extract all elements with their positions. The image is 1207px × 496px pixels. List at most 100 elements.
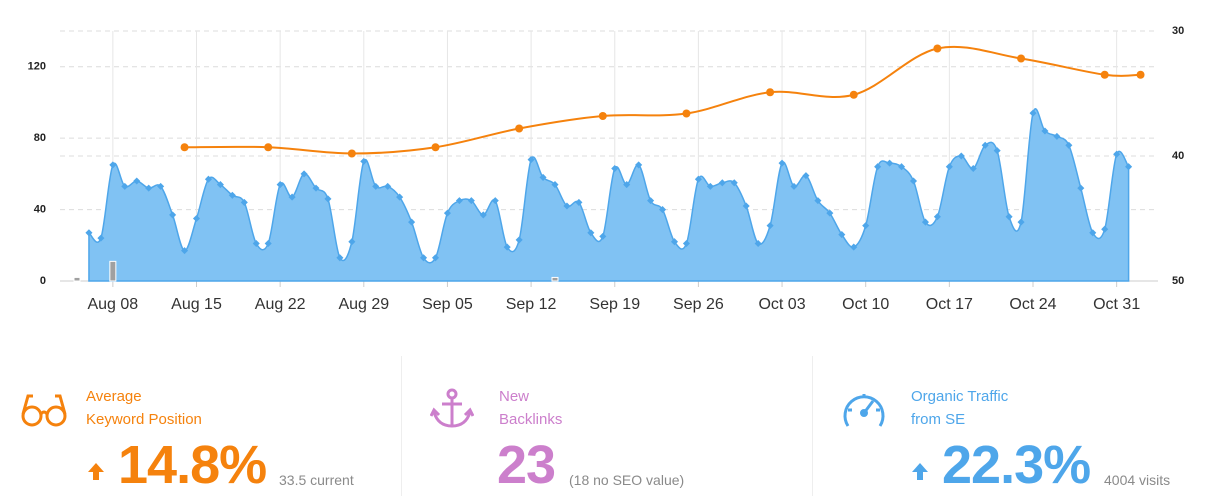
point bbox=[587, 229, 595, 237]
up-arrow bbox=[912, 463, 928, 480]
x-tick-label: Aug 29 bbox=[338, 296, 389, 313]
point bbox=[312, 184, 320, 192]
point bbox=[408, 218, 416, 226]
point bbox=[515, 124, 524, 133]
point bbox=[252, 239, 260, 248]
point bbox=[599, 232, 607, 240]
point bbox=[682, 239, 690, 248]
x-tick-label: Sep 05 bbox=[422, 296, 473, 313]
point bbox=[802, 172, 810, 180]
point bbox=[121, 182, 129, 190]
bar bbox=[109, 260, 117, 282]
point bbox=[933, 44, 942, 53]
point bbox=[647, 197, 655, 205]
point bbox=[1017, 218, 1025, 226]
point bbox=[192, 214, 201, 223]
point bbox=[467, 197, 475, 205]
point bbox=[898, 163, 906, 171]
anchor-icon bbox=[430, 388, 474, 428]
point bbox=[443, 209, 451, 217]
point bbox=[288, 193, 296, 201]
point bbox=[455, 197, 463, 205]
point bbox=[945, 163, 953, 171]
point bbox=[766, 222, 774, 230]
y2-tick-label: 40 bbox=[1172, 150, 1184, 162]
point bbox=[491, 197, 499, 205]
point bbox=[778, 159, 786, 167]
x-tick-label: Oct 24 bbox=[1009, 296, 1056, 313]
point bbox=[623, 181, 631, 189]
point bbox=[347, 149, 356, 158]
stat-value: 14.8% bbox=[118, 435, 267, 495]
point bbox=[180, 143, 189, 152]
separator bbox=[401, 356, 402, 496]
point bbox=[706, 182, 714, 190]
point bbox=[431, 143, 440, 152]
y2-tick-label: 50 bbox=[1172, 275, 1184, 287]
stat-value: 23 bbox=[497, 435, 556, 495]
point bbox=[659, 206, 667, 214]
x-tick-label: Aug 08 bbox=[87, 296, 138, 313]
point bbox=[575, 198, 583, 206]
point bbox=[384, 182, 392, 190]
y-tick-label: 80 bbox=[34, 132, 46, 144]
y-tick-label: 120 bbox=[28, 61, 46, 73]
point bbox=[993, 147, 1001, 155]
point bbox=[1136, 70, 1145, 79]
separator bbox=[812, 356, 813, 496]
point bbox=[300, 170, 308, 178]
point bbox=[1100, 70, 1109, 79]
stat-note: 4004 visits bbox=[1104, 472, 1171, 488]
point bbox=[264, 143, 273, 152]
y-tick-label: 40 bbox=[34, 203, 46, 215]
point bbox=[694, 175, 702, 183]
point bbox=[682, 109, 691, 118]
point bbox=[849, 90, 858, 99]
speedometer-icon bbox=[843, 394, 885, 427]
point bbox=[730, 179, 738, 187]
point bbox=[216, 181, 224, 189]
point bbox=[503, 243, 511, 251]
y2-tick-label: 30 bbox=[1172, 25, 1184, 37]
point bbox=[754, 239, 762, 248]
point bbox=[933, 213, 941, 221]
up-arrow bbox=[88, 463, 104, 480]
point bbox=[718, 179, 726, 187]
chart: 0 40 80 120 50 40 30 Aug 08 Aug 15 Aug 22 Aug 29 Se… bbox=[28, 25, 1185, 313]
point bbox=[551, 181, 559, 189]
point bbox=[264, 239, 272, 248]
x-tick-label: Oct 03 bbox=[758, 296, 805, 313]
point bbox=[276, 181, 284, 189]
point bbox=[670, 238, 679, 246]
stat-note: 33.5 current bbox=[279, 472, 354, 488]
stat-note: (18 no SEO value) bbox=[569, 472, 685, 488]
bar bbox=[551, 276, 559, 282]
y-tick-label: 0 bbox=[40, 275, 46, 287]
stat-title: Organic Traffic from SE bbox=[911, 388, 1009, 428]
point bbox=[909, 177, 918, 185]
x-tick-label: Oct 31 bbox=[1093, 296, 1140, 313]
point bbox=[862, 222, 870, 230]
point bbox=[85, 229, 93, 237]
point bbox=[145, 184, 153, 192]
x-tick-label: Oct 17 bbox=[926, 296, 973, 313]
point bbox=[479, 211, 487, 219]
point bbox=[981, 141, 989, 149]
stat-value: 22.3% bbox=[942, 435, 1091, 495]
point bbox=[598, 112, 607, 120]
glasses-icon bbox=[21, 394, 67, 427]
point bbox=[826, 209, 834, 217]
point bbox=[539, 173, 547, 181]
point bbox=[635, 161, 643, 169]
point bbox=[324, 195, 332, 203]
bar bbox=[73, 276, 81, 282]
stat-title: New Backlinks bbox=[499, 388, 563, 428]
point bbox=[228, 191, 236, 199]
x-tick-label: Sep 12 bbox=[506, 296, 557, 313]
point bbox=[169, 211, 177, 219]
point bbox=[766, 88, 775, 97]
x-tick-label: Sep 26 bbox=[673, 296, 724, 313]
point bbox=[515, 236, 523, 244]
point bbox=[814, 197, 822, 205]
area bbox=[88, 108, 1130, 282]
